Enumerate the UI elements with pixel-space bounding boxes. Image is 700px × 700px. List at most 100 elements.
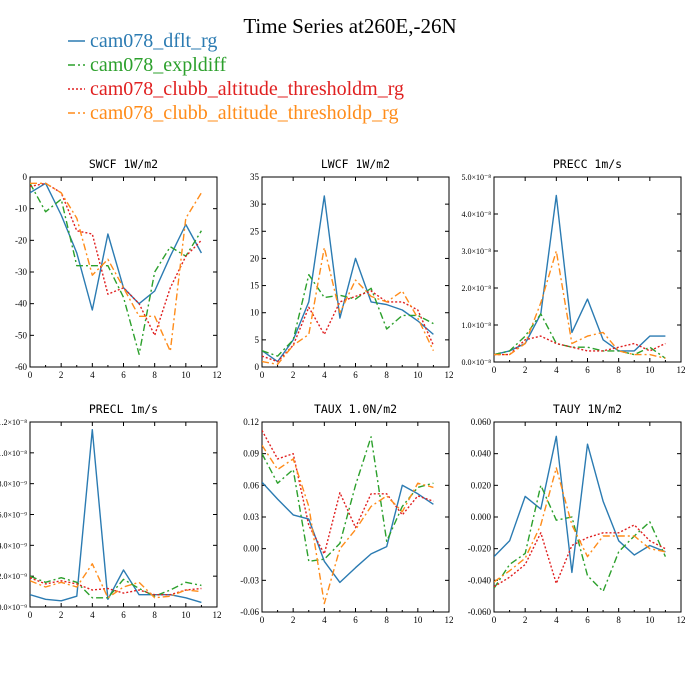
y-tick-label: 0.040 <box>471 449 492 459</box>
series-line <box>30 429 202 604</box>
x-tick-label: 6 <box>121 610 126 620</box>
x-tick-label: 8 <box>152 610 157 620</box>
y-tick-label: 1.2×10⁻⁸ <box>0 418 27 427</box>
series-line <box>262 481 434 584</box>
x-tick-label: 10 <box>413 615 423 625</box>
y-tick-label: 4.0×10⁻⁹ <box>0 541 27 550</box>
legend-label: cam078_clubb_altitude_thresholdp_rg <box>90 102 398 124</box>
x-tick-label: 2 <box>523 365 528 375</box>
y-tick-label: 0.12 <box>243 417 259 427</box>
series-line <box>494 524 666 588</box>
series-line <box>494 313 666 359</box>
y-tick-label: -60 <box>15 362 27 372</box>
series-line <box>262 436 434 562</box>
x-tick-label: 0 <box>492 365 497 375</box>
x-tick-label: 12 <box>213 370 222 380</box>
x-tick-label: 4 <box>322 370 327 380</box>
y-tick-label: -0.060 <box>468 607 492 617</box>
y-tick-label: 5.0×10⁻⁸ <box>461 173 491 182</box>
y-tick-label: -50 <box>15 330 27 340</box>
legend-item: cam078_clubb_altitude_thresholdm_rg <box>68 78 404 100</box>
y-tick-label: -20 <box>15 235 27 245</box>
x-tick-label: 0 <box>260 370 265 380</box>
x-tick-label: 2 <box>523 615 528 625</box>
y-tick-label: -0.06 <box>240 607 259 617</box>
x-tick-label: 0 <box>28 370 33 380</box>
y-tick-label: 3.0×10⁻⁸ <box>461 247 491 256</box>
x-tick-label: 8 <box>384 370 389 380</box>
x-tick-label: 2 <box>59 610 64 620</box>
y-tick-label: 1.0×10⁻⁸ <box>0 449 27 458</box>
chart-panel: TAUY 1N/m2 0 2 4 6 8 10 12 -0.060 -0.040 -0.020 0.0… <box>468 402 686 625</box>
figure-title: Time Series at260E,-26N <box>243 14 456 38</box>
chart-panel: PRECC 1m/s 0 2 4 6 8 10 12 0.0×10⁻⁸ 1.0×10⁻⁸ 2.0×1… <box>461 157 685 375</box>
y-tick-label: 6.0×10⁻⁹ <box>0 511 27 520</box>
legend-item: cam078_clubb_altitude_thresholdp_rg <box>68 102 398 124</box>
x-tick-label: 12 <box>677 365 686 375</box>
chart-panel: LWCF 1W/m2 0 2 4 6 8 10 12 0 5 10 15 20 25 30 35 <box>250 157 454 380</box>
x-tick-label: 0 <box>260 615 265 625</box>
y-tick-label: 0.020 <box>471 480 492 490</box>
x-tick-label: 8 <box>616 365 621 375</box>
series-line <box>30 563 202 599</box>
y-tick-label: 0.06 <box>243 480 259 490</box>
series-line <box>262 195 434 363</box>
x-tick-label: 8 <box>616 615 621 625</box>
y-tick-label: 0.000 <box>471 512 492 522</box>
x-tick-label: 2 <box>59 370 64 380</box>
series-line <box>494 250 666 359</box>
x-tick-label: 10 <box>413 370 423 380</box>
series-line <box>30 575 202 599</box>
x-tick-label: 12 <box>445 370 454 380</box>
y-tick-label: 0.03 <box>243 512 259 522</box>
series-line <box>30 182 202 355</box>
chart-panels: SWCF 1W/m20 2 4 6 8 10 12-60-50-40-30-20-100LW… <box>0 157 686 625</box>
y-tick-label: -30 <box>15 267 27 277</box>
x-tick-label: 8 <box>384 615 389 625</box>
legend-label: cam078_clubb_altitude_thresholdm_rg <box>90 78 404 100</box>
legend-item: cam078_dflt_rg <box>68 30 217 52</box>
y-tick-label: 8.0×10⁻⁹ <box>0 480 27 489</box>
series-line <box>262 444 434 605</box>
series-line <box>30 577 202 596</box>
panel-title: TAUX 1.0N/m2 <box>314 402 397 416</box>
x-tick-label: 6 <box>353 615 358 625</box>
x-tick-label: 4 <box>90 610 95 620</box>
plot-frame <box>29 176 218 368</box>
series-line <box>262 430 434 555</box>
x-tick-label: 6 <box>585 365 590 375</box>
x-tick-label: 6 <box>121 370 126 380</box>
panel-title: PRECL 1m/s <box>89 402 158 416</box>
plot-frame <box>493 421 682 613</box>
x-tick-label: 0 <box>28 610 33 620</box>
y-tick-label: 1.0×10⁻⁸ <box>461 321 491 330</box>
x-tick-label: 10 <box>181 370 191 380</box>
panel-title: LWCF 1W/m2 <box>321 157 390 171</box>
y-tick-label: 4.0×10⁻⁸ <box>461 210 491 219</box>
y-tick-label: 0.0×10⁻⁸ <box>461 358 491 367</box>
x-tick-label: 4 <box>322 615 327 625</box>
y-tick-label: 0.060 <box>471 417 492 427</box>
y-tick-label: 5 <box>255 335 260 345</box>
series-line <box>30 182 202 352</box>
y-tick-label: 2.0×10⁻⁹ <box>0 572 27 581</box>
x-tick-label: 4 <box>90 370 95 380</box>
y-tick-label: 0.00 <box>243 544 259 554</box>
series-line <box>494 335 666 356</box>
series-line <box>494 194 666 356</box>
series-line <box>494 484 667 593</box>
series-line <box>494 435 666 574</box>
y-tick-label: 0.0×10⁻⁹ <box>0 603 27 612</box>
x-tick-label: 10 <box>645 615 655 625</box>
series-line <box>30 182 203 311</box>
series-line <box>30 182 202 336</box>
panel-title: TAUY 1N/m2 <box>553 402 622 416</box>
y-tick-label: 35 <box>250 172 260 182</box>
y-tick-label: 2.0×10⁻⁸ <box>461 284 491 293</box>
x-tick-label: 12 <box>445 615 454 625</box>
legend-item: cam078_expldiff <box>68 54 227 76</box>
x-tick-label: 0 <box>492 615 497 625</box>
y-tick-label: 0 <box>23 172 28 182</box>
y-tick-label: -0.040 <box>468 575 492 585</box>
series-line <box>494 467 666 583</box>
